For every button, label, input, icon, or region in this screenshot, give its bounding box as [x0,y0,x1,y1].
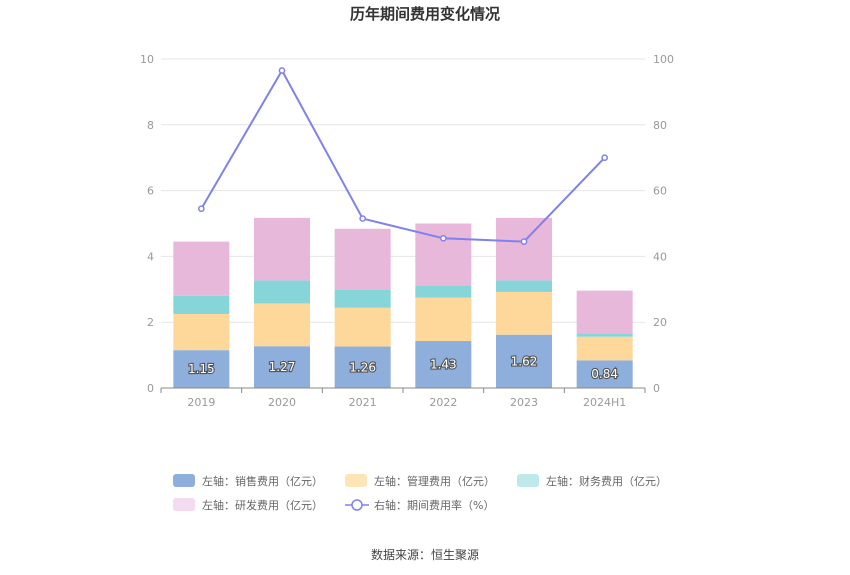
left-tick-label: 2 [147,316,154,329]
source-note: 数据来源：恒生聚源 [371,547,479,562]
bar-segment [334,289,391,308]
x-tick-label: 2023 [510,396,538,409]
bar-data-label: 1.62 [511,354,538,368]
rate-point [197,205,205,213]
left-tick-label: 0 [147,382,154,395]
rate-point [601,154,609,162]
legend-label: 左轴：财务费用（亿元） [546,474,667,488]
bar-segment [254,346,310,388]
bar-segment [576,336,633,361]
bar-data-label: 1.26 [349,360,376,374]
left-tick-label: 8 [147,119,154,132]
bar-segment [576,333,633,337]
rate-point [278,67,286,74]
bar-segment [496,280,552,292]
bar-data-label: 1.27 [269,360,296,374]
bar-segment [173,350,230,388]
legend-label: 左轴：销售费用（亿元） [202,474,323,488]
rate-line-path [200,68,606,243]
bar-segment [576,360,633,388]
bar-segment [254,217,310,281]
bar-segment [576,290,633,334]
right-tick-label: 40 [653,250,667,263]
left-tick-label: 6 [147,185,154,198]
bar-segment [334,346,391,388]
right-tick-label: 80 [653,119,667,132]
legend-marker [351,499,363,511]
bar-segment [254,280,310,304]
bar-segment [496,217,552,281]
legend-label: 右轴：期间费用率（%） [374,498,494,512]
right-tick-label: 60 [653,185,667,198]
bar-segment [496,291,552,335]
bar-segment [415,340,472,388]
left-tick-label: 10 [140,53,154,66]
right-tick-label: 100 [653,53,674,66]
bar-segment [254,303,310,347]
bar-segment [496,334,552,388]
x-tick-label: 2024H1 [583,396,626,409]
x-tick-label: 2022 [429,396,457,409]
right-tick-label: 0 [653,382,660,395]
rate-point [520,238,528,245]
bars: 1.15 1.27 1.26 1.43 1.62 0.84 [173,217,633,388]
chart-title: 历年期间费用变化情况 [350,5,500,23]
legend-label: 左轴：管理费用（亿元） [374,474,495,488]
left-tick-label: 4 [147,250,154,263]
bar-data-label: 1.43 [430,357,457,371]
bar-segment [415,286,472,298]
legend-swatch [345,474,367,487]
bar-segment [334,307,391,347]
bar-segment [415,297,472,341]
rate-line [197,67,609,245]
bar-segment [334,228,391,290]
bar-data-label: 0.84 [591,367,618,381]
bar-segment [173,313,230,351]
legend-swatch [173,474,195,487]
rate-point [439,234,447,242]
x-tick-label: 2019 [187,396,215,409]
legend-label: 左轴：研发费用（亿元） [202,498,323,512]
legend-swatch [517,474,539,487]
legend-swatch [173,498,195,511]
legend: 左轴：销售费用（亿元） 左轴：管理费用（亿元） 左轴：财务费用（亿元） 左轴：研发费用… [173,474,667,512]
bar-segment [173,295,230,314]
x-tick-label: 2020 [268,396,296,409]
right-tick-label: 20 [653,316,667,329]
x-tick-label: 2021 [349,396,377,409]
bar-segment [173,241,230,296]
rate-point [359,215,367,222]
bar-data-label: 1.15 [188,362,215,376]
grid [161,58,645,323]
